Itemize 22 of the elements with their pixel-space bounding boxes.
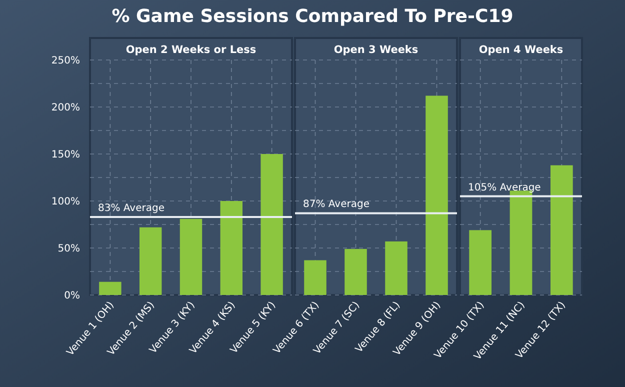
bar (139, 227, 162, 295)
bar (180, 218, 202, 295)
y-tick-label: 150% (51, 150, 80, 160)
bar (385, 241, 408, 295)
bar (426, 96, 448, 295)
y-tick-label: 250% (51, 56, 80, 66)
chart-subtitle: Open 2 Weeks or Less (126, 44, 256, 56)
bar (260, 154, 283, 295)
bar (344, 248, 367, 295)
ref-line-label: 87% Average (303, 199, 370, 210)
y-tick-label: 200% (51, 102, 80, 114)
chart-subtitle: Open 3 Weeks (334, 44, 418, 56)
chart-subtitle: Open 4 Weeks (478, 44, 564, 56)
y-tick-label: 50% (58, 244, 80, 254)
ref-line-label: 83% Average (98, 202, 164, 214)
y-tick-label: 100% (51, 196, 80, 208)
bar (304, 260, 326, 295)
bar (99, 282, 122, 295)
y-tick-label: 0% (64, 290, 80, 302)
chart-title: % Game Sessions Compared To Pre-C19 (112, 6, 514, 27)
bar (220, 201, 243, 295)
ref-line-label: 105% Average (468, 182, 541, 194)
